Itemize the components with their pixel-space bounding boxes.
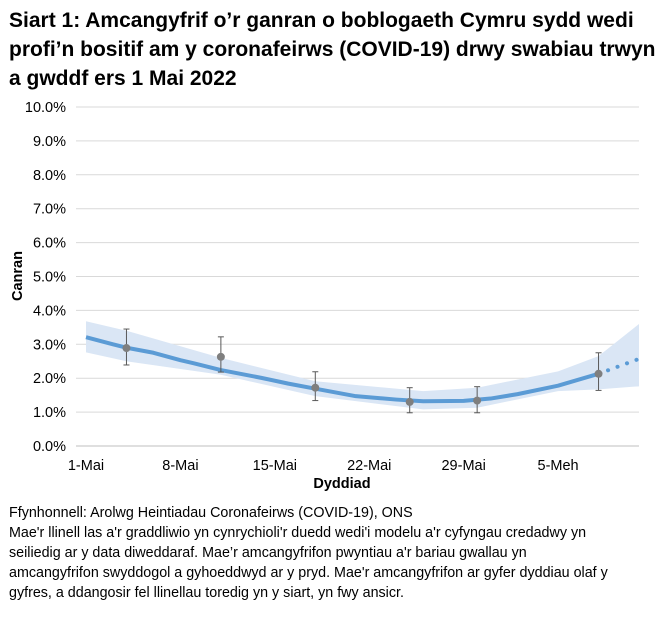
- estimate-point: [405, 397, 414, 406]
- footer-notes: Ffynhonnell: Arolwg Heintiadau Coronafei…: [9, 503, 659, 603]
- x-tick-label: 1-Mai: [68, 458, 104, 474]
- estimate-point: [594, 369, 603, 378]
- chart-svg: 0.0% 1.0% 2.0% 3.0% 4.0% 5.0% 6.0% 7.0% 8.0% 9.0%…: [10, 100, 641, 492]
- y-tick-label: 4.0%: [33, 303, 66, 319]
- y-tick-label: 3.0%: [33, 337, 66, 353]
- trend-line-dotted: [596, 356, 641, 376]
- note-line: Mae'r llinell las a'r graddliwio yn cynr…: [9, 525, 587, 541]
- x-tick-label: 22-Mai: [347, 458, 391, 474]
- x-tick-label: 5-Meh: [538, 458, 579, 474]
- note-line: amcangyfrifon swyddogol a gyhoeddwyd ar …: [9, 565, 608, 581]
- y-tick-label: 0.0%: [33, 439, 66, 455]
- note-line: seiliedig ar y data diweddaraf. Mae’r am…: [9, 545, 527, 561]
- y-axis-label: Canran: [10, 251, 26, 301]
- estimate-point: [122, 344, 131, 353]
- x-tick-label: 8-Mai: [162, 458, 198, 474]
- y-tick-label: 7.0%: [33, 202, 66, 218]
- x-tick-label: 29-Mai: [441, 458, 485, 474]
- y-tick-label: 2.0%: [33, 371, 66, 387]
- note-line: gyfres, a ddangosir fel llinellau toredi…: [9, 585, 404, 601]
- trend-line-solid: [85, 335, 600, 404]
- y-tick-label: 6.0%: [33, 236, 66, 252]
- x-tick-label: 15-Mai: [253, 458, 297, 474]
- y-tick-label: 5.0%: [33, 270, 66, 286]
- y-tick-label: 9.0%: [33, 134, 66, 150]
- estimate-point: [216, 352, 225, 361]
- y-tick-label: 1.0%: [33, 405, 66, 421]
- estimate-point: [473, 396, 482, 405]
- estimate-point: [311, 383, 320, 392]
- y-tick-label: 8.0%: [33, 168, 66, 184]
- source-note: Ffynhonnell: Arolwg Heintiadau Coronafei…: [9, 505, 413, 521]
- chart-title: Siart 1: Amcangyfrif o’r ganran o boblog…: [9, 9, 656, 90]
- credible-interval-band: [86, 321, 639, 410]
- y-tick-label: 10.0%: [25, 100, 66, 116]
- x-axis-label: Dyddiad: [313, 476, 370, 492]
